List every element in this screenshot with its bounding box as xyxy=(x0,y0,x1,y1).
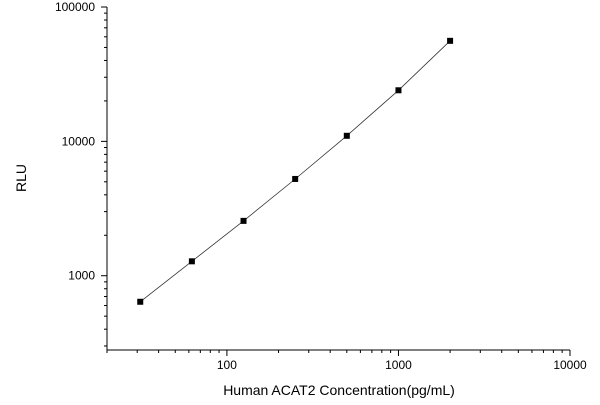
y-axis-label: RLU xyxy=(13,164,29,192)
data-point xyxy=(447,37,454,44)
tick-labels-group: 100 1000 10000 1000 10000 100000 xyxy=(55,0,587,372)
data-point xyxy=(292,175,299,182)
y-tick-label: 1000 xyxy=(68,269,95,283)
data-point xyxy=(343,132,350,139)
data-point xyxy=(188,258,195,265)
data-point xyxy=(395,87,402,94)
fit-line-group xyxy=(139,40,451,303)
x-tick-label: 1000 xyxy=(385,358,412,372)
fit-curve xyxy=(139,40,451,303)
data-point xyxy=(137,298,144,305)
data-points-group xyxy=(137,37,454,305)
y-tick-label: 10000 xyxy=(62,134,96,148)
x-tick-label: 100 xyxy=(217,358,237,372)
axes-group xyxy=(101,6,571,356)
x-tick-label: 10000 xyxy=(553,358,587,372)
y-tick-label: 100000 xyxy=(55,0,95,14)
x-axis-label: Human ACAT2 Concentration(pg/mL) xyxy=(223,382,455,398)
data-point xyxy=(240,217,247,224)
